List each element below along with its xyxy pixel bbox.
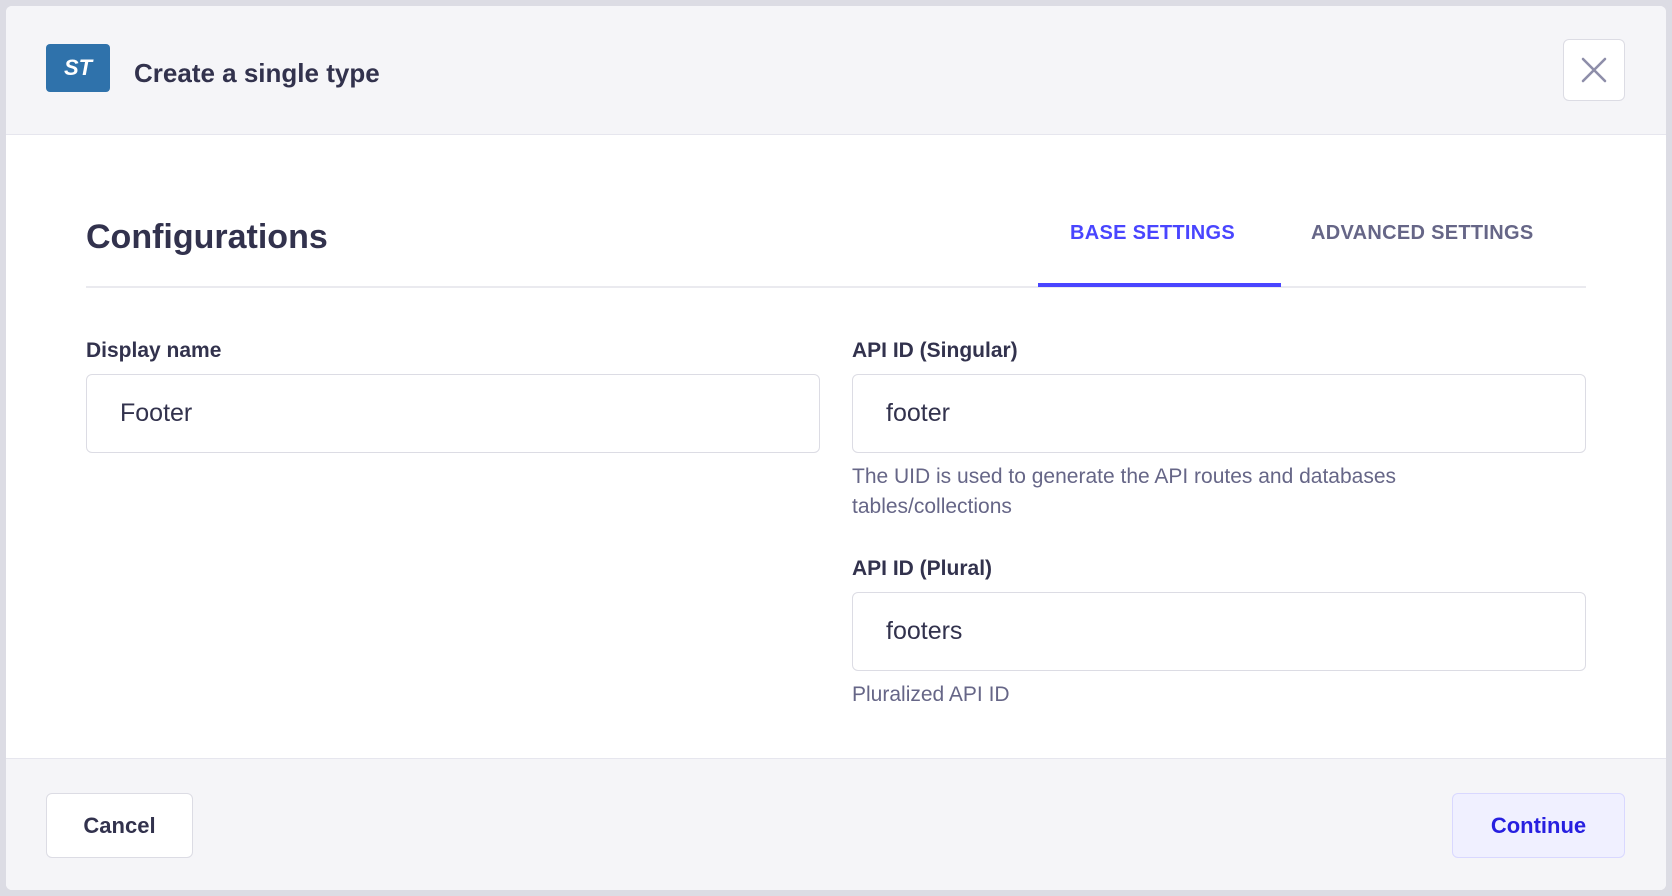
- close-icon: [1581, 57, 1607, 83]
- api-id-plural-label: API ID (Plural): [852, 557, 993, 580]
- continue-button[interactable]: Continue: [1452, 793, 1625, 858]
- create-single-type-modal: ST Create a single type Configurations B…: [6, 6, 1666, 890]
- tab-base-settings[interactable]: BASE SETTINGS: [1070, 222, 1236, 244]
- api-id-singular-input[interactable]: footer: [852, 374, 1586, 453]
- active-tab-indicator: [1038, 283, 1281, 287]
- close-button[interactable]: [1563, 39, 1625, 101]
- tabs-divider: [86, 286, 1586, 288]
- display-name-label: Display name: [86, 339, 222, 362]
- api-id-plural-hint: Pluralized API ID: [852, 683, 1010, 706]
- single-type-badge: ST: [46, 44, 110, 92]
- section-title: Configurations: [86, 218, 328, 256]
- modal-title: Create a single type: [134, 58, 380, 88]
- modal-header: ST Create a single type: [6, 6, 1666, 135]
- display-name-input[interactable]: Footer: [86, 374, 820, 453]
- api-id-singular-label: API ID (Singular): [852, 339, 1018, 362]
- modal-footer: Cancel Continue: [6, 758, 1666, 890]
- api-id-plural-input[interactable]: footers: [852, 592, 1586, 671]
- tab-advanced-settings[interactable]: ADVANCED SETTINGS: [1311, 222, 1534, 244]
- api-id-singular-hint: The UID is used to generate the API rout…: [852, 465, 1397, 518]
- cancel-button[interactable]: Cancel: [46, 793, 193, 858]
